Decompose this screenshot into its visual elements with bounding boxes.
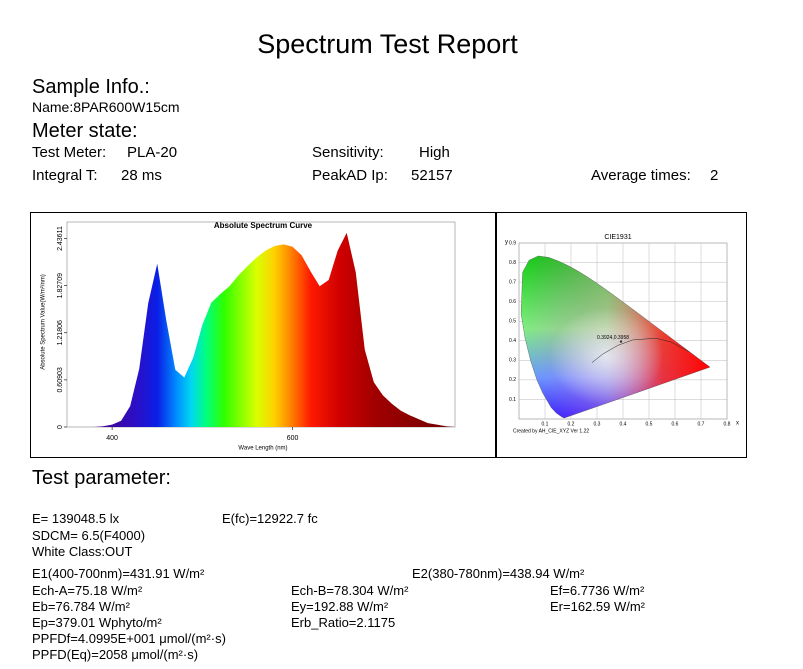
y-tick-label: 0.2 — [509, 377, 516, 383]
field-label: Sensitivity: — [312, 144, 384, 161]
parameter: E(fc)=12922.7 fc — [222, 511, 318, 526]
planckian-locus — [591, 337, 689, 363]
parameter: Ech-A=75.18 W/m² — [32, 583, 143, 598]
y-tick-label: 1.21806 — [57, 320, 64, 345]
x-tick-label: 0.7 — [698, 421, 705, 427]
parameter: White Class:OUT — [32, 544, 133, 559]
cie-chart: CIE1931 y x Created by AH_CIE_XYZ Ver 1.… — [496, 212, 747, 458]
x-axis-label: x — [736, 421, 739, 427]
parameter: PPFDf=4.0995E+001 μmol/(m²·s) — [32, 631, 226, 646]
y-tick-label: 0.60903 — [57, 367, 64, 392]
point-label: 0.3924,0.3958 — [597, 335, 629, 341]
parameter: SDCM= 6.5(F4000) — [32, 528, 146, 543]
section-heading: Meter state: — [32, 120, 138, 142]
field-value: High — [419, 144, 450, 161]
field-label: PeakAD Ip: — [312, 167, 388, 184]
x-tick-label: 600 — [287, 435, 299, 442]
field-value: PLA-20 — [127, 144, 178, 161]
parameter: Er=162.59 W/m² — [550, 599, 646, 614]
y-tick-label: 0 — [57, 425, 64, 429]
y-tick-label: 0.1 — [509, 397, 516, 403]
y-axis-label: Absolute Spectrum Value(W/m²/nm) — [41, 274, 47, 370]
y-tick-label: 0.8 — [509, 260, 516, 266]
field-value: 2 — [710, 167, 719, 184]
x-tick-label: 0.3 — [594, 421, 601, 427]
y-axis-label: y — [505, 240, 508, 246]
field-label: Average times: — [591, 167, 691, 184]
y-tick-label: 0.3 — [509, 358, 516, 364]
chart-title: CIE1931 — [604, 234, 631, 241]
chart-title: Absolute Spectrum Curve — [214, 221, 313, 230]
parameter: Ef=6.7736 W/m² — [550, 583, 645, 598]
parameter: E= 139048.5 lx — [32, 511, 120, 526]
parameter: E1(400-700nm)=431.91 W/m² — [32, 566, 205, 581]
y-tick-label: 0.6 — [509, 299, 516, 305]
y-tick-label: 0.4 — [509, 338, 516, 344]
x-tick-label: 0.8 — [724, 421, 731, 427]
parameter: PPFD(Eq)=2058 μmol/(m²·s) — [32, 647, 199, 662]
x-tick-label: 400 — [106, 435, 118, 442]
x-axis-label: Wave Length (nm) — [238, 446, 287, 452]
y-tick-label: 0.9 — [509, 240, 516, 246]
field-label: Test Meter: — [32, 144, 107, 161]
spectrum-chart: Absolute Spectrum Curve Wave Length (nm)… — [30, 212, 496, 458]
parameter: Ey=192.88 W/m² — [291, 599, 389, 614]
report-title: Spectrum Test Report — [257, 29, 518, 59]
x-tick-label: 0.5 — [646, 421, 653, 427]
x-tick-label: 0.4 — [620, 421, 627, 427]
x-tick-label: 0.2 — [568, 421, 575, 427]
parameter: Ech-B=78.304 W/m² — [291, 583, 409, 598]
x-tick-label: 0.6 — [672, 421, 679, 427]
sample-name: Name:8PAR600W15cm — [32, 99, 180, 115]
chart-footer: Created by AH_CIE_XYZ Ver 1.22 — [513, 428, 589, 434]
parameter: Erb_Ratio=2.1175 — [291, 615, 396, 630]
x-tick-label: 0.1 — [542, 421, 549, 427]
field-label: Integral T: — [32, 167, 98, 184]
parameter: E2(380-780nm)=438.94 W/m² — [412, 566, 585, 581]
section-heading: Sample Info.: — [32, 76, 150, 98]
field-value: 28 ms — [121, 167, 162, 184]
gamut-fill — [520, 255, 711, 419]
y-tick-label: 0.5 — [509, 319, 516, 325]
y-tick-label: 0.7 — [509, 279, 516, 285]
y-tick-label: 1.82709 — [57, 273, 64, 298]
chromaticity-point — [619, 340, 623, 343]
section-heading: Test parameter: — [32, 467, 171, 489]
parameter: Eb=76.784 W/m² — [32, 599, 130, 614]
parameter: Ep=379.01 Wphyto/m² — [32, 615, 162, 630]
spectrum-area — [94, 232, 456, 427]
y-tick-label: 2.43611 — [57, 226, 64, 251]
field-value: 52157 — [411, 167, 453, 184]
